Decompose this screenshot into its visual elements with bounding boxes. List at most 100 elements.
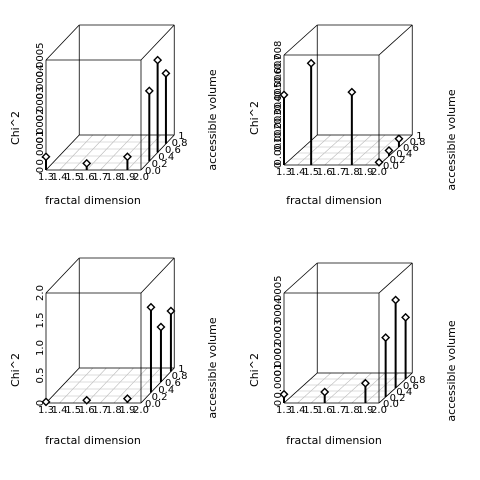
box-edge [378,134,413,166]
z-tick-label: 0.0002 [273,342,284,377]
y-tick-label: 1 [178,131,184,142]
z-tick-label: 0 [273,400,284,406]
data-point [391,295,401,305]
floor-grid-line [72,134,107,171]
xaxis-label: fractal dimension [286,194,382,207]
y-tick-label: 0.2 [152,392,168,403]
y-tick-label: 0.4 [158,385,174,396]
x-tick-label: 1.4 [290,405,306,416]
floor-grid-line [100,134,134,171]
x-tick-label: 1.5 [65,405,81,416]
zaxis-label: Chi^2 [248,101,261,135]
z-tick-label: 0 [273,162,284,168]
x-tick-label: 1.5 [303,405,319,416]
data-point [279,90,289,100]
box-edge [283,262,318,294]
xaxis-label: fractal dimension [286,434,382,447]
x-tick-label: 1.4 [52,172,68,183]
yaxis-label: accessible volume [206,317,219,418]
box-edge [45,24,80,61]
z-tick-label: 0.008 [273,41,284,70]
box-edge [45,367,80,404]
floor-grid-line [351,372,386,404]
floor-grid-line [113,367,148,404]
z-tick-label: 0 [35,400,46,406]
xaxis-label: fractal dimension [45,434,141,447]
x-tick-label: 1.8 [106,405,122,416]
floor-grid-line [86,134,121,171]
floor-grid-line [297,372,332,404]
data-point [146,302,156,312]
x-tick-label: 1.5 [65,172,81,183]
data-point [360,378,370,388]
y-tick-label: 0.4 [158,152,174,163]
y-tick-label: 0.2 [390,155,406,166]
y-tick-label: 0.6 [403,143,419,154]
floor-grid-line [59,367,94,404]
floor-grid-line [324,372,359,404]
x-tick-label: 1.6 [317,405,333,416]
x-tick-label: 1.3 [38,405,54,416]
floor-grid-line [86,367,121,404]
data-point [381,333,391,343]
y-tick-label: 0.8 [172,138,188,149]
x-tick-label: 1.8 [106,172,122,183]
floor-grid-line [127,367,161,404]
box-edge [45,257,80,294]
x-tick-label: 1.6 [79,172,95,183]
x-tick-label: 1.4 [290,167,306,178]
x-tick-label: 1.7 [330,405,346,416]
x-tick-label: 1.5 [303,167,319,178]
x-tick-label: 1.7 [92,172,108,183]
x-tick-label: 1.7 [92,405,108,416]
y-tick-label: 0.2 [152,159,168,170]
zaxis-label: Chi^2 [9,353,22,387]
z-tick-label: 0.0002 [35,109,46,144]
x-tick-label: 1.9 [357,167,373,178]
box-edge [283,372,318,404]
z-tick-label: 0.0003 [35,87,46,122]
floor-grid-line [338,372,372,404]
z-tick-label: 0 [35,167,46,173]
z-tick-label: 0.0004 [35,65,46,100]
y-tick-label: 0.6 [403,381,419,392]
y-tick-label: 0.2 [390,393,406,404]
floor-grid-line [310,372,345,404]
box-edge [45,134,80,171]
x-tick-label: 1.6 [317,167,333,178]
box-edge [140,367,175,404]
y-tick-label: 0.0 [383,161,399,172]
y-tick-label: 0.4 [396,149,412,160]
z-tick-label: 0.004 [273,96,284,125]
chart-panel-top-left: fractal dimension accessible volume Chi^… [9,24,219,207]
y-tick-label: 0.4 [396,387,412,398]
data-point [41,152,51,162]
data-point [156,322,166,332]
box-edge [140,24,175,61]
floor-grid-line [59,134,94,171]
x-tick-label: 1.8 [344,167,360,178]
floor-grid-line [100,367,134,404]
z-tick-label: 0.0001 [35,131,46,166]
data-point [122,152,132,162]
y-tick-label: 0.6 [165,378,181,389]
x-tick-label: 2.0 [371,167,387,178]
floor-grid-line [365,372,399,404]
data-point [144,86,154,96]
yaxis-label: accessible volume [445,320,458,421]
x-tick-label: 1.6 [79,405,95,416]
data-point [394,134,404,144]
box-edge [283,24,318,56]
z-tick-label: 0.007 [273,54,284,83]
data-point [384,146,394,155]
data-point [279,389,289,399]
z-tick-label: 0.003 [273,109,284,138]
x-tick-label: 1.3 [276,167,292,178]
x-tick-label: 1.9 [119,405,135,416]
y-tick-label: 0.6 [165,145,181,156]
data-point [41,397,51,407]
zaxis-label: Chi^2 [248,353,261,387]
y-tick-label: 1 [416,131,422,142]
